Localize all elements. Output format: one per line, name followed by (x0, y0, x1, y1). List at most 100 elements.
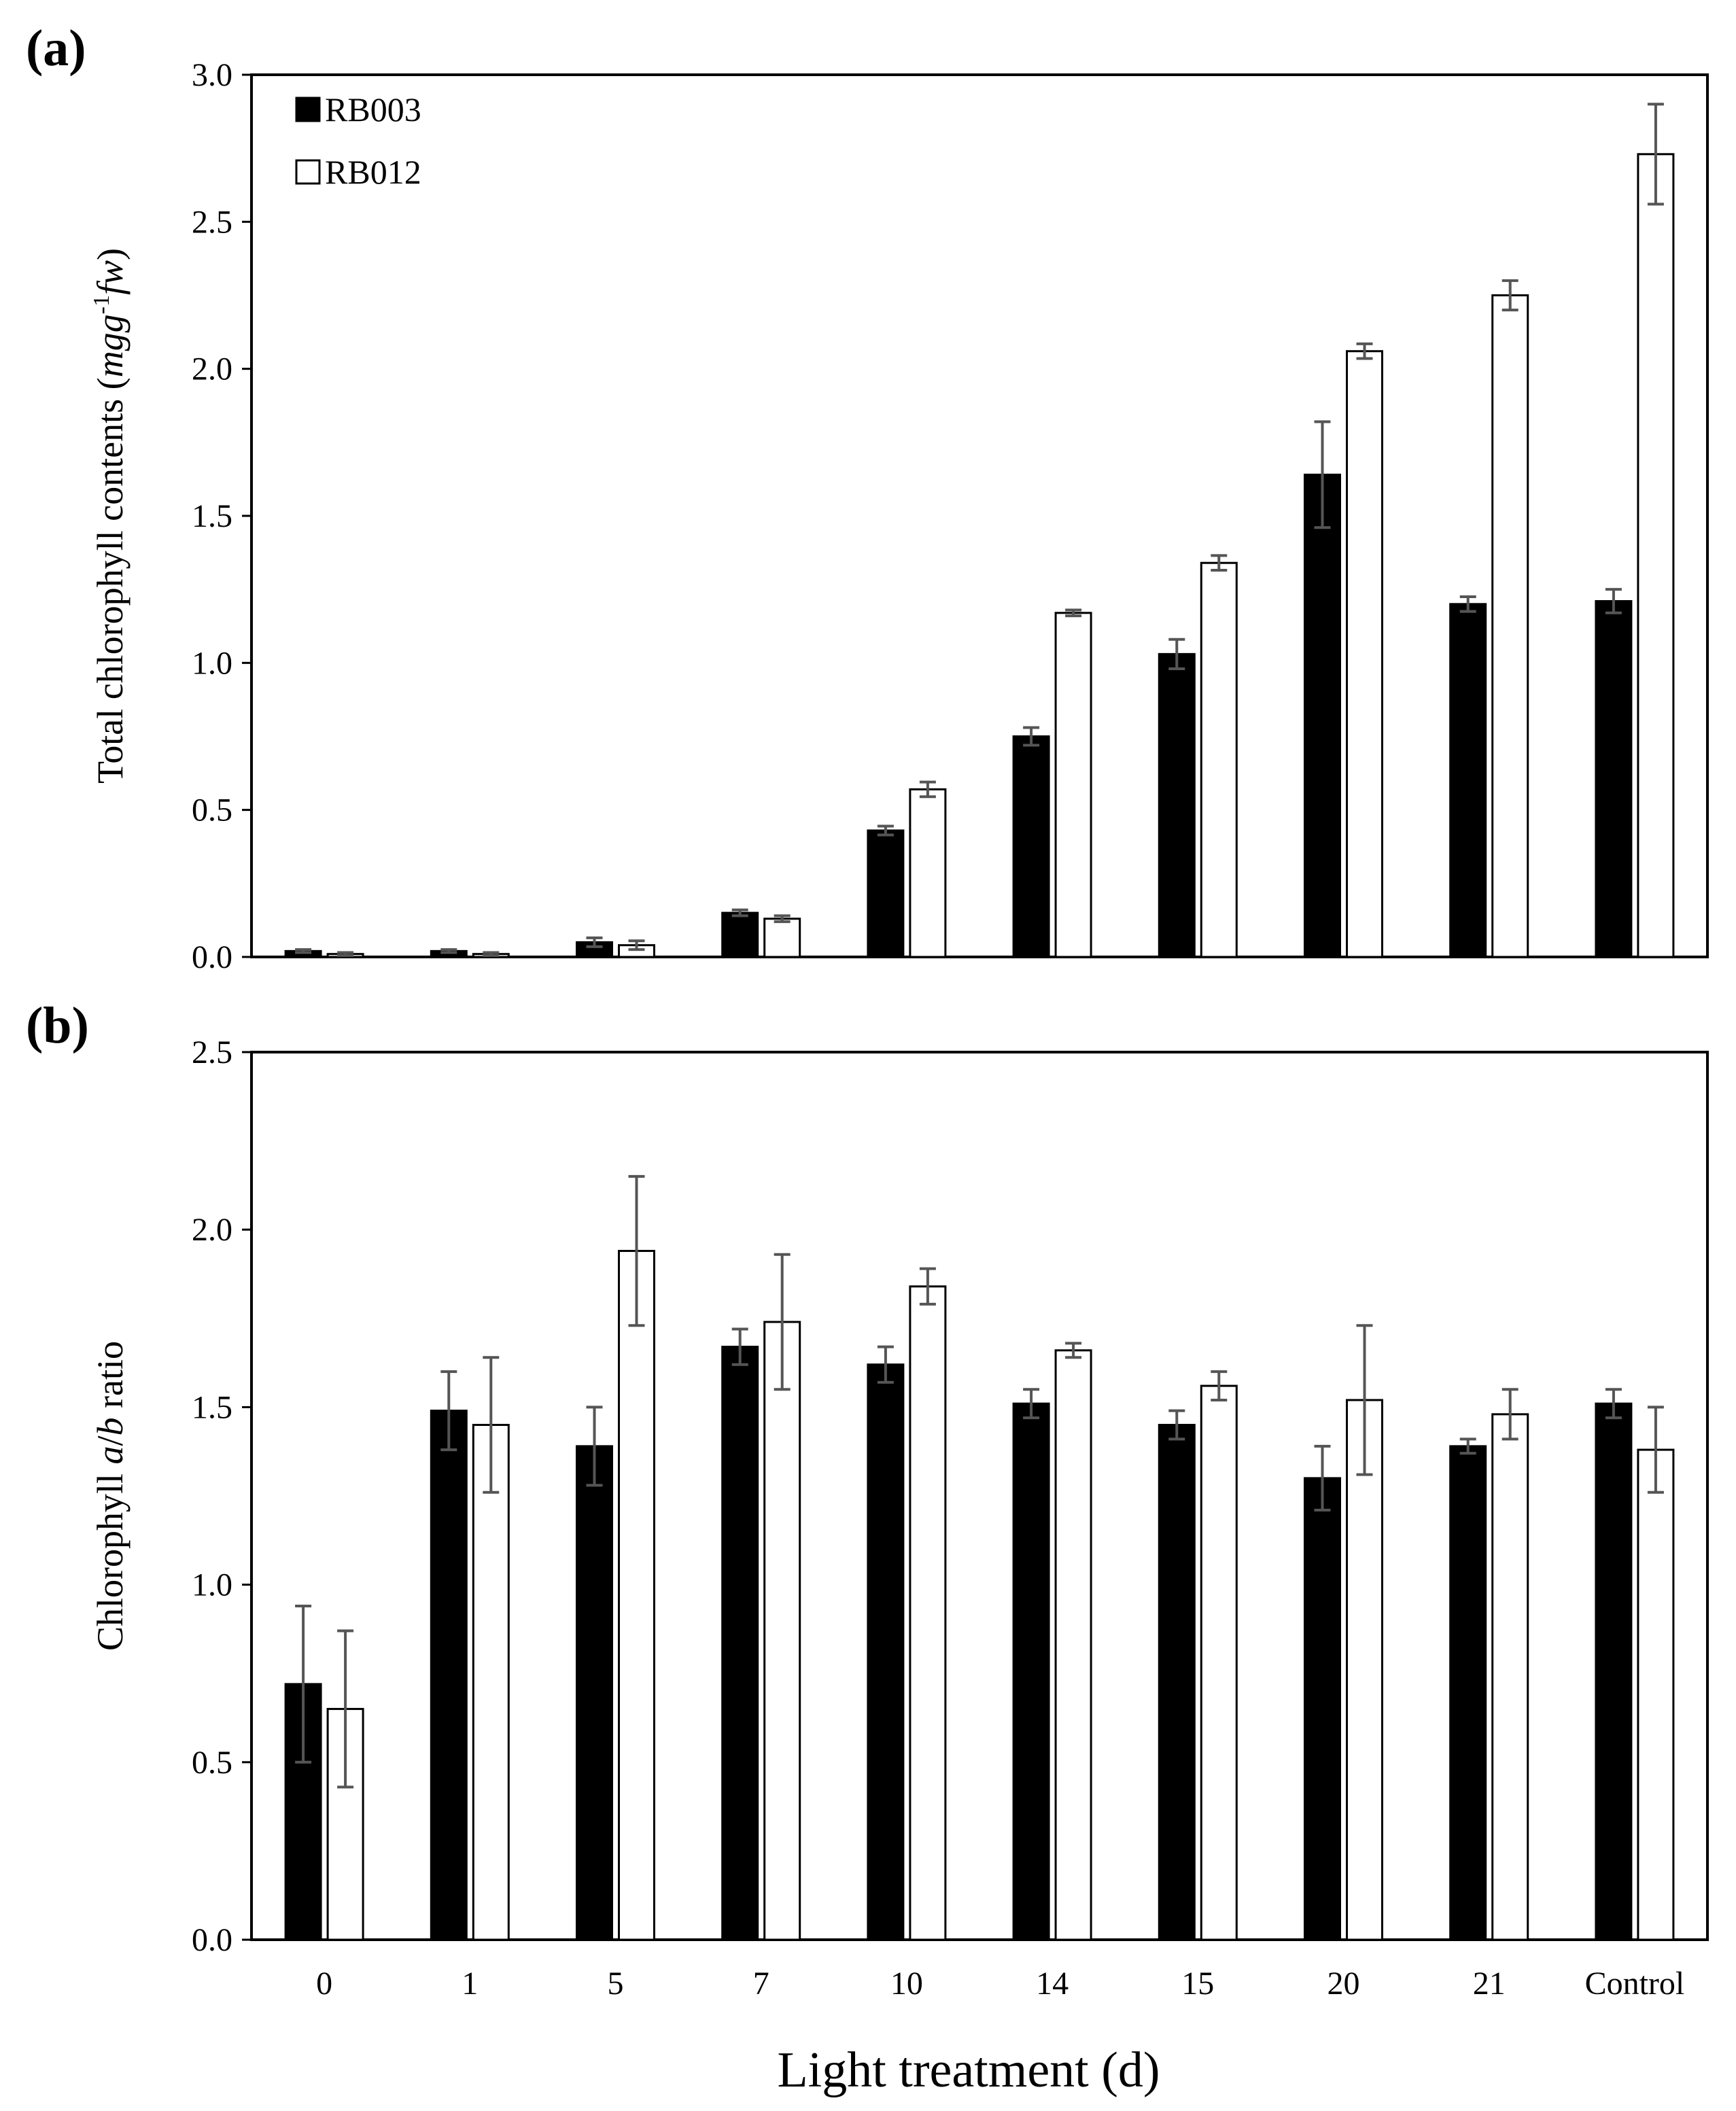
panel-b-bar-rb003-1 (430, 1410, 468, 1941)
panel-a-bar-rb012-10 (909, 788, 947, 958)
panel-b-bar-rb003-control (1595, 1402, 1633, 1941)
panel-b-error-bar-rb012-control (1647, 1406, 1664, 1494)
panel-a-y-tick-label: 0.0 (192, 939, 232, 975)
panel-a-bar-rb012-21 (1491, 294, 1529, 958)
panel-b-error-bar-rb012-15 (1211, 1370, 1228, 1401)
panel-b-error-bar-rb003-0 (295, 1604, 312, 1764)
panel-a-bar-rb003-14 (1012, 735, 1050, 958)
panel-a-bar-rb003-control (1595, 599, 1633, 958)
panel-b-bar-rb003-5 (576, 1445, 613, 1941)
panel-b-bar-rb003-20 (1304, 1477, 1341, 1941)
panel-b-error-bar-rb003-15 (1168, 1409, 1185, 1441)
x-tick-label-14: 14 (1036, 1966, 1069, 2002)
x-tick-labels: 0 1 5 7 10 14 15 20 21 Control (316, 1966, 1684, 2002)
panel-a-bars (284, 153, 1675, 958)
panel-a-bar-rb012-14 (1054, 612, 1092, 958)
legend: RB003 RB012 (295, 90, 421, 191)
panel-b-error-bar-rb003-1 (440, 1370, 457, 1452)
panel-b-error-bar-rb012-10 (919, 1267, 936, 1306)
panel-a-error-bar-rb003-control (1605, 588, 1622, 614)
panel-b-bar-rb012-7 (763, 1321, 801, 1941)
panel-a-error-bar-rb003-7 (731, 908, 748, 918)
panel-b-bar-rb012-10 (909, 1285, 947, 1941)
x-tick-label-10: 10 (890, 1966, 923, 2002)
panel-a-error-bar-rb012-control (1647, 103, 1664, 206)
x-tick-label-1: 1 (462, 1966, 478, 2002)
x-tick-label-20: 20 (1327, 1966, 1360, 2002)
panel-b-plot-frame (250, 1051, 1709, 1941)
x-tick-label-control: Control (1585, 1966, 1685, 2002)
panel-a-error-bar-rb003-20 (1314, 420, 1331, 529)
panel-b-bar-rb012-5 (618, 1250, 655, 1941)
panel-a-error-bar-rb003-14 (1023, 726, 1040, 747)
panel-a-error-bar-rb003-10 (877, 824, 894, 837)
panel-b-bar-rb012-15 (1200, 1384, 1238, 1941)
panel-b-y-tick-label: 2.5 (192, 1034, 232, 1070)
panel-b-error-bar-rb003-10 (877, 1345, 894, 1384)
panel-b-bar-rb003-7 (721, 1346, 759, 1941)
panel-b-error-bar-rb012-21 (1501, 1388, 1518, 1441)
panel-b-y-axis-label: Chlorophyll a/b ratio (90, 1341, 131, 1651)
panel-b-error-bar-rb003-21 (1459, 1437, 1476, 1455)
panel-b-bar-rb003-14 (1012, 1402, 1050, 1941)
panel-a-error-bars (295, 103, 1664, 957)
panel-b-error-bar-rb003-20 (1314, 1444, 1331, 1512)
panel-a-error-bar-rb012-21 (1501, 279, 1518, 312)
panel-b-bar-rb012-14 (1054, 1349, 1092, 1941)
panel-b-y-tick-label: 1.0 (192, 1567, 232, 1603)
panel-a-error-bar-rb012-15 (1211, 554, 1228, 572)
x-tick-label-5: 5 (608, 1966, 624, 2002)
panel-a-bar-rb003-15 (1158, 652, 1196, 958)
panel-b-error-bar-rb012-0 (337, 1629, 354, 1789)
panel-a-error-bar-rb012-7 (774, 914, 791, 924)
panel-b-bar-rb003-15 (1158, 1424, 1196, 1941)
panel-a-y-tick-label: 3.0 (192, 57, 232, 93)
panel-b-bar-rb003-10 (867, 1363, 905, 1941)
legend-label-rb012: RB012 (325, 153, 421, 191)
panel-b: (b) 0.0 0.5 1.0 1.5 2.0 2.5 Chlorophyll a/b r… (26, 997, 1709, 1958)
panel-a-y-tick-label: 1.0 (192, 645, 232, 681)
panel-b-error-bar-rb012-1 (483, 1356, 500, 1494)
panel-a-error-bar-rb003-1 (440, 948, 457, 954)
panel-a-error-bar-rb012-10 (919, 780, 936, 799)
panel-a-y-tick-label: 1.5 (192, 498, 232, 534)
panel-a-error-bar-rb003-21 (1459, 595, 1476, 613)
panel-b-error-bar-rb012-7 (774, 1253, 791, 1391)
panel-a-y-ticks: 0.0 0.5 1.0 1.5 2.0 2.5 3.0 (192, 57, 251, 975)
panel-a-y-tick-label: 2.0 (192, 351, 232, 387)
panel-a-bar-rb012-control (1637, 153, 1675, 958)
panel-b-error-bar-rb012-5 (628, 1174, 645, 1327)
panel-a-plot-frame (250, 73, 1709, 958)
panel-a-bar-rb003-10 (867, 829, 905, 958)
panel-b-y-ticks: 0.0 0.5 1.0 1.5 2.0 2.5 (192, 1034, 251, 1958)
panel-b-bar-rb003-21 (1449, 1445, 1487, 1941)
x-tick-label-21: 21 (1473, 1966, 1506, 2002)
panel-a-y-tick-label: 2.5 (192, 204, 232, 240)
panel-b-y-tick-label: 2.0 (192, 1212, 232, 1248)
panel-b-bars (284, 1250, 1675, 1941)
panel-a-error-bar-rb012-14 (1065, 608, 1082, 618)
x-tick-label-0: 0 (316, 1966, 332, 2002)
legend-label-rb003: RB003 (325, 90, 421, 128)
panel-b-error-bars (295, 1174, 1664, 1789)
panel-b-error-bar-rb003-control (1605, 1388, 1622, 1420)
panel-a-bar-rb003-7 (721, 911, 759, 958)
panel-a-error-bar-rb003-5 (586, 936, 603, 948)
panel-b-y-tick-label: 1.5 (192, 1389, 232, 1425)
panel-b-error-bar-rb003-7 (731, 1327, 748, 1366)
legend-swatch-rb012 (295, 159, 321, 185)
panel-a-error-bar-rb003-0 (295, 948, 312, 954)
panel-b-y-tick-label: 0.5 (192, 1745, 232, 1781)
x-tick-label-15: 15 (1181, 1966, 1214, 2002)
panel-a-bar-rb012-7 (763, 918, 801, 958)
panel-b-error-bar-rb003-14 (1023, 1388, 1040, 1420)
panel-a-error-bar-rb012-0 (337, 951, 354, 957)
panel-b-error-bar-rb012-14 (1065, 1342, 1082, 1359)
panel-a-error-bar-rb012-5 (628, 939, 645, 952)
panel-a-error-bar-rb003-15 (1168, 638, 1185, 670)
panel-b-label: (b) (26, 997, 89, 1054)
panel-b-error-bar-rb003-5 (586, 1406, 603, 1487)
panel-b-bar-rb012-20 (1346, 1399, 1383, 1941)
panel-a-error-bar-rb012-20 (1356, 342, 1373, 360)
legend-swatch-rb003 (295, 97, 321, 122)
